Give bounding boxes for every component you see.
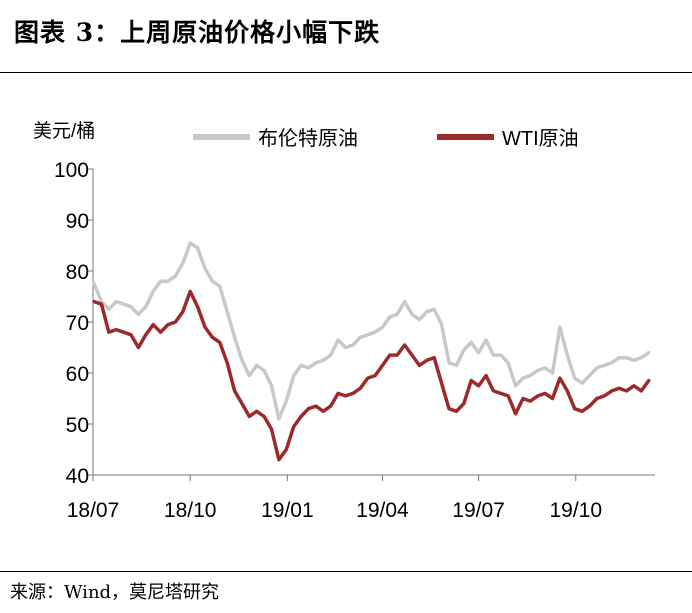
x-tick-label: 19/10 (549, 499, 602, 522)
x-tick-label: 19/04 (356, 499, 409, 522)
legend-label-wti: WTI原油 (502, 127, 579, 150)
y-tick-label: 40 (66, 465, 89, 488)
y-tick-label: 80 (66, 261, 89, 284)
y-tick-label: 70 (66, 312, 89, 335)
y-axis-ticks: 40 50 60 70 80 90 100 (54, 159, 93, 488)
source-note: 来源：Wind，莫尼塔研究 (10, 582, 220, 603)
x-axis-ticks: 18/07 18/10 19/01 19/04 19/07 19/10 (67, 475, 602, 522)
figure-title: 图表 3：上周原油价格小幅下跌 (14, 18, 381, 47)
x-tick-label: 18/07 (67, 499, 120, 522)
y-axis-unit-label: 美元/桶 (33, 120, 95, 142)
source-divider (0, 571, 692, 572)
x-tick-label: 19/07 (452, 499, 505, 522)
series-line-wti (92, 289, 651, 462)
x-tick-label: 19/01 (261, 499, 314, 522)
y-tick-label: 60 (66, 363, 89, 386)
series-line-brent (92, 241, 651, 421)
y-tick-label: 50 (66, 414, 89, 437)
y-tick-label: 100 (54, 159, 89, 182)
y-tick-label: 90 (66, 210, 89, 233)
legend-label-brent: 布伦特原油 (258, 127, 358, 150)
title-divider (0, 72, 692, 73)
chart-legend: 布伦特原油 WTI原油 (193, 127, 579, 150)
x-tick-label: 18/10 (164, 499, 217, 522)
chart-series (92, 241, 651, 462)
